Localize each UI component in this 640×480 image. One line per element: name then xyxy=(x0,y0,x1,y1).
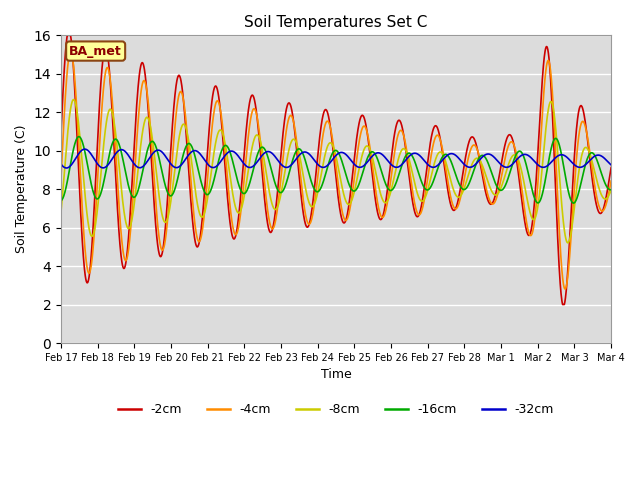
Line: -4cm: -4cm xyxy=(61,52,611,289)
X-axis label: Time: Time xyxy=(321,368,351,381)
-4cm xyxy=(491,200,499,205)
-8cm xyxy=(325,141,333,147)
-8cm xyxy=(491,192,499,198)
-2cm xyxy=(491,195,499,201)
Line: -16cm: -16cm xyxy=(61,137,611,203)
-2cm xyxy=(559,301,566,307)
-4cm xyxy=(67,49,74,55)
-8cm xyxy=(592,173,600,179)
Line: -32cm: -32cm xyxy=(61,149,611,168)
Y-axis label: Soil Temperature (C): Soil Temperature (C) xyxy=(15,125,28,253)
-8cm xyxy=(607,187,615,193)
-4cm xyxy=(310,203,318,208)
-2cm xyxy=(591,197,599,203)
-32cm xyxy=(491,155,499,161)
-16cm xyxy=(591,154,599,159)
-8cm xyxy=(310,202,318,207)
-2cm xyxy=(86,272,93,278)
-8cm xyxy=(57,209,65,215)
-32cm xyxy=(86,149,93,155)
-2cm xyxy=(592,199,600,204)
-4cm xyxy=(57,175,65,181)
-2cm xyxy=(63,33,71,38)
-4cm xyxy=(592,189,600,195)
-32cm xyxy=(63,165,70,171)
-2cm xyxy=(57,131,65,136)
-16cm xyxy=(75,134,83,140)
-32cm xyxy=(57,161,65,167)
-16cm xyxy=(310,186,318,192)
Text: BA_met: BA_met xyxy=(69,45,122,58)
-8cm xyxy=(86,227,93,233)
-32cm xyxy=(81,146,88,152)
-8cm xyxy=(70,97,77,103)
Title: Soil Temperatures Set C: Soil Temperatures Set C xyxy=(244,15,428,30)
-16cm xyxy=(607,187,615,192)
-4cm xyxy=(607,178,615,184)
-8cm xyxy=(564,240,572,246)
Legend: -2cm, -4cm, -8cm, -16cm, -32cm: -2cm, -4cm, -8cm, -16cm, -32cm xyxy=(113,398,559,421)
-32cm xyxy=(325,161,333,167)
-4cm xyxy=(86,270,93,276)
-32cm xyxy=(592,153,600,158)
-32cm xyxy=(310,157,318,163)
-32cm xyxy=(591,153,599,158)
-4cm xyxy=(591,187,599,193)
-16cm xyxy=(86,172,93,178)
-8cm xyxy=(591,172,599,178)
-4cm xyxy=(561,286,569,292)
-2cm xyxy=(607,165,615,170)
-16cm xyxy=(592,155,600,160)
-16cm xyxy=(491,178,499,184)
-2cm xyxy=(310,188,318,193)
-16cm xyxy=(570,200,577,206)
Line: -2cm: -2cm xyxy=(61,36,611,304)
-2cm xyxy=(325,115,333,120)
-4cm xyxy=(325,120,333,125)
-32cm xyxy=(607,162,615,168)
Line: -8cm: -8cm xyxy=(61,100,611,243)
-16cm xyxy=(325,160,333,166)
-16cm xyxy=(57,198,65,204)
